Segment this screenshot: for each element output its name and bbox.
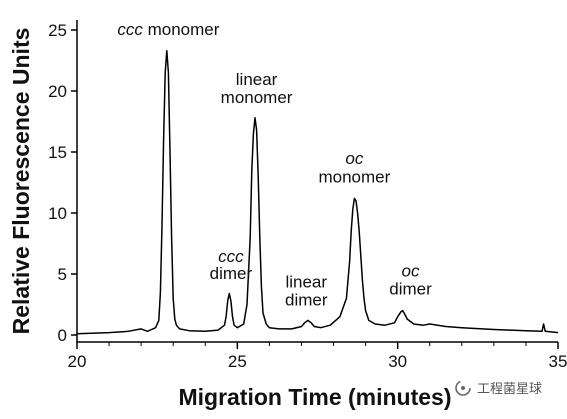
series-line — [76, 49, 559, 335]
peak-label-text: linear — [236, 70, 278, 89]
peak-label: linear — [236, 70, 278, 89]
axes — [76, 20, 558, 343]
flask-spark-icon — [455, 380, 471, 396]
x-axis-title: Migration Time (minutes) — [178, 384, 451, 410]
watermark: 工程菌星球 — [455, 380, 542, 397]
x-tick-label: 35 — [549, 352, 567, 371]
peak-label: linear — [285, 272, 327, 291]
peak-label-text: monomer — [318, 168, 390, 187]
peak-label-text: monomer — [143, 20, 220, 39]
peak-label: ccc — [218, 247, 244, 266]
peak-label-italic: oc — [345, 149, 363, 168]
y-ticks: 0 5 10 15 20 25 — [48, 21, 77, 345]
y-tick-label: 25 — [48, 21, 67, 40]
peak-label: dimer — [389, 280, 432, 299]
y-tick-label: 5 — [58, 265, 67, 284]
peak-label-text: dimer — [210, 264, 253, 283]
y-tick-label: 20 — [48, 82, 67, 101]
y-tick-label: 0 — [58, 326, 67, 345]
peak-label-italic: ccc — [117, 20, 143, 39]
peak-label-text: dimer — [285, 291, 328, 310]
peak-label-italic: ccc — [218, 247, 244, 266]
y-tick-label: 10 — [48, 204, 67, 223]
peak-label: ccc monomer — [117, 20, 219, 39]
x-tick-label: 20 — [68, 352, 87, 371]
y-axis-title: Relative Fluorescence Units — [8, 28, 34, 335]
x-ticks: 20 25 30 35 — [68, 342, 567, 371]
peak-label-text: monomer — [221, 88, 293, 107]
watermark-text: 工程菌星球 — [477, 382, 542, 397]
peak-label: oc — [345, 149, 363, 168]
peak-label-text: dimer — [389, 280, 432, 299]
peak-label: monomer — [221, 88, 293, 107]
peak-label-italic: oc — [402, 261, 420, 280]
peak-label: oc — [402, 261, 420, 280]
x-tick-label: 25 — [228, 352, 247, 371]
peak-label-text: linear — [285, 272, 327, 291]
x-tick-label: 30 — [388, 352, 407, 371]
y-tick-label: 15 — [48, 143, 67, 162]
peak-label: dimer — [285, 291, 328, 310]
peak-label: monomer — [318, 168, 390, 187]
peak-label: dimer — [210, 264, 253, 283]
